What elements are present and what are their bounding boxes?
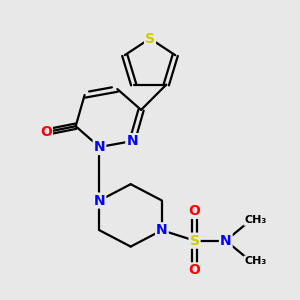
Text: O: O — [40, 125, 52, 139]
Text: N: N — [156, 223, 168, 237]
Text: CH₃: CH₃ — [244, 256, 267, 266]
Text: CH₃: CH₃ — [244, 215, 267, 225]
Text: N: N — [220, 234, 232, 248]
Text: S: S — [190, 234, 200, 248]
Text: O: O — [189, 263, 200, 278]
Text: S: S — [145, 32, 155, 46]
Text: N: N — [126, 134, 138, 148]
Text: N: N — [94, 140, 105, 154]
Text: N: N — [94, 194, 105, 208]
Text: O: O — [189, 204, 200, 218]
